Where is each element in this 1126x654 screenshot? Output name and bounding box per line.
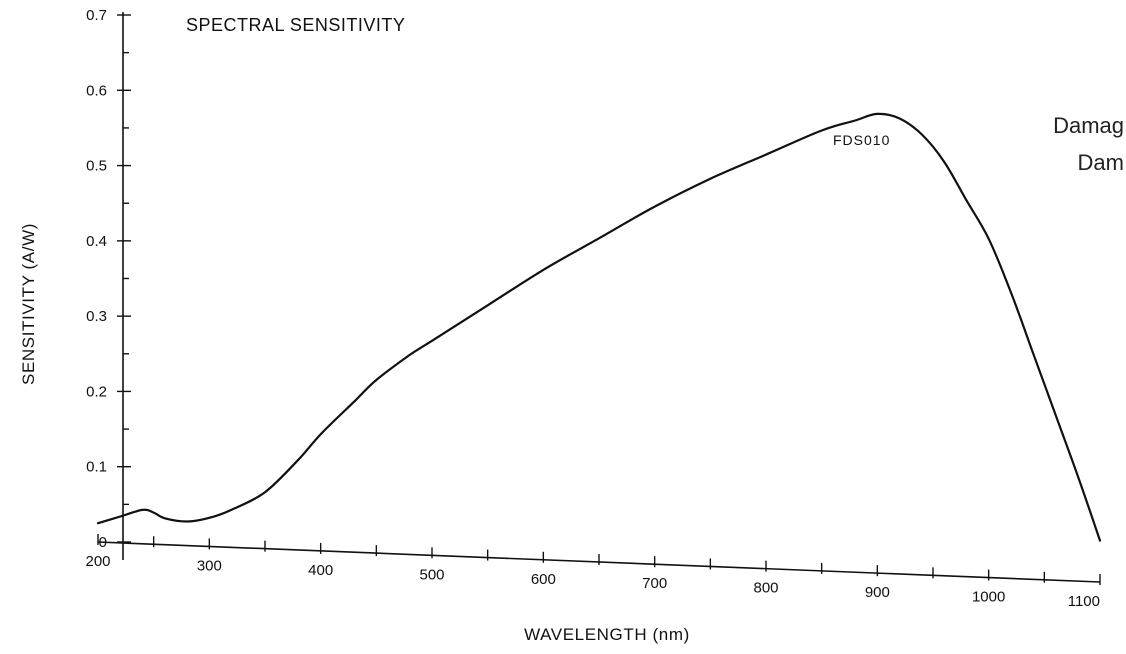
y-tick-label: 0.2: [86, 383, 107, 400]
x-tick-label: 800: [753, 580, 778, 597]
x-tick-label: 200: [85, 553, 110, 570]
y-axis-title: SENSITIVITY (A/W): [19, 223, 38, 385]
x-axis-title: WAVELENGTH (nm): [524, 625, 690, 644]
x-tick-label: 900: [865, 584, 890, 601]
x-tick-label: 1000: [972, 589, 1005, 606]
y-tick-label: 0.6: [86, 82, 107, 99]
x-tick-label: 400: [308, 562, 333, 579]
y-tick-label: 0.5: [86, 158, 107, 175]
series-label-fds010: FDS010: [833, 132, 890, 148]
y-axis-ticks: 0 0.1 0.2 0.3 0.4 0.5 0.6 0.7: [86, 7, 131, 551]
series-line-fds010: [96, 112, 1102, 542]
y-tick-label: 0: [99, 534, 107, 551]
x-tick-label: 700: [642, 575, 667, 592]
side-note-line-2: Dam: [1078, 150, 1124, 175]
y-tick-label: 0.4: [86, 233, 107, 250]
side-note-line-1: Damag: [1053, 113, 1124, 138]
y-tick-label: 0.7: [86, 7, 107, 24]
x-tick-label: 500: [419, 566, 444, 583]
x-tick-label: 1100: [1068, 593, 1100, 610]
x-axis-ticks: 200 300 400 500 600 700 800 900 1000 1100: [85, 534, 1101, 610]
y-tick-label: 0.1: [86, 459, 107, 476]
chart-title: SPECTRAL SENSITIVITY: [186, 15, 405, 35]
x-tick-label: 300: [197, 557, 222, 574]
x-tick-label: 600: [531, 571, 556, 588]
y-tick-label: 0.3: [86, 308, 107, 325]
